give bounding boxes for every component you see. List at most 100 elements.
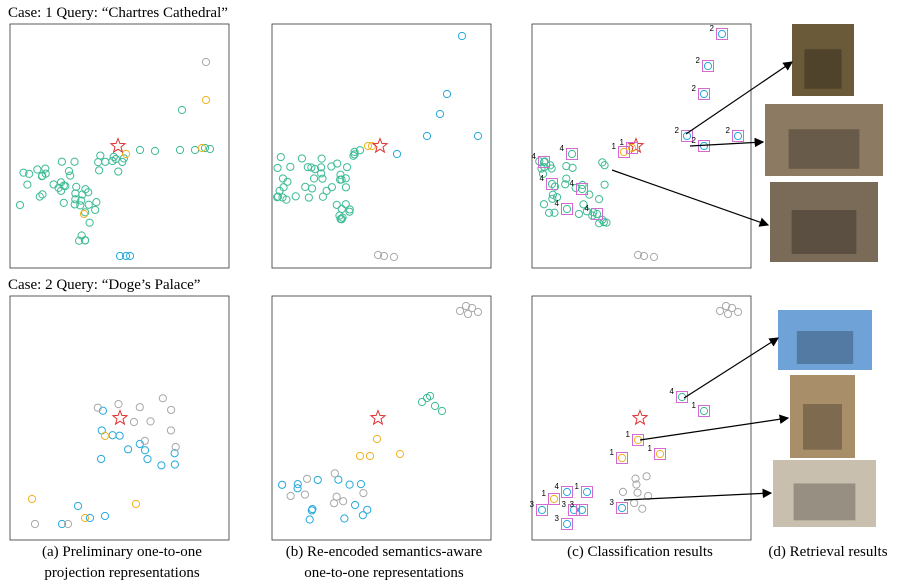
- scatter-panel: [10, 296, 229, 540]
- class-label: 2: [710, 24, 715, 33]
- query-star: [633, 411, 647, 425]
- caption: (d) Retrieval results: [768, 544, 887, 560]
- point: [130, 418, 137, 425]
- point: [28, 495, 35, 502]
- class-label: 4: [540, 174, 545, 183]
- point: [418, 398, 425, 405]
- point: [116, 432, 123, 439]
- point: [301, 491, 308, 498]
- scatter-panel: [272, 24, 491, 268]
- point: [563, 163, 570, 170]
- arrow: [612, 170, 768, 225]
- point: [373, 435, 380, 442]
- query-star: [373, 139, 387, 153]
- point: [101, 432, 108, 439]
- point: [136, 404, 143, 411]
- point: [319, 175, 326, 182]
- point: [563, 205, 570, 212]
- point: [338, 205, 345, 212]
- point: [115, 401, 122, 408]
- arrow: [640, 418, 788, 440]
- point: [474, 308, 481, 315]
- point: [323, 187, 330, 194]
- class-label: 4: [585, 204, 590, 213]
- caption: projection representations: [44, 565, 200, 581]
- point: [158, 462, 165, 469]
- point: [306, 516, 313, 523]
- query-star: [629, 139, 643, 153]
- class-label: 3: [530, 500, 535, 509]
- point: [341, 515, 348, 522]
- point: [540, 201, 547, 208]
- point: [390, 253, 397, 260]
- point: [58, 158, 65, 165]
- point: [360, 490, 367, 497]
- point: [191, 146, 198, 153]
- case-title: Case: 2 Query: “Doge’s Palace”: [8, 277, 200, 293]
- image-shade: [792, 210, 857, 254]
- point: [716, 307, 723, 314]
- point: [302, 183, 309, 190]
- class-label: 4: [555, 482, 560, 491]
- class-label: 4: [555, 199, 560, 208]
- point: [277, 153, 284, 160]
- case-title: Case: 1 Query: “Chartres Cathedral”: [8, 5, 228, 21]
- point: [132, 500, 139, 507]
- point: [631, 499, 638, 506]
- point: [115, 168, 122, 175]
- point: [333, 493, 340, 500]
- point: [102, 158, 109, 165]
- image-shade: [794, 483, 856, 520]
- point: [73, 183, 80, 190]
- point: [538, 506, 545, 513]
- point: [583, 488, 590, 495]
- point: [274, 164, 281, 171]
- point: [279, 481, 286, 488]
- point: [202, 58, 209, 65]
- point: [109, 432, 116, 439]
- point: [144, 455, 151, 462]
- point: [176, 146, 183, 153]
- point: [93, 199, 100, 206]
- point: [618, 504, 625, 511]
- point: [396, 450, 403, 457]
- point: [464, 310, 471, 317]
- class-label: 2: [726, 126, 731, 135]
- caption: one-to-one representations: [304, 565, 464, 581]
- point: [328, 184, 335, 191]
- class-label: 4: [532, 152, 537, 161]
- point: [308, 185, 315, 192]
- point: [92, 206, 99, 213]
- class-label: 1: [575, 482, 580, 491]
- point: [50, 181, 57, 188]
- point: [634, 489, 641, 496]
- panel-frame: [532, 24, 751, 268]
- class-label: 1: [612, 142, 617, 151]
- query-star: [371, 411, 385, 425]
- point: [65, 168, 72, 175]
- point: [438, 407, 445, 414]
- point: [346, 481, 353, 488]
- point: [171, 461, 178, 468]
- caption: (a) Preliminary one-to-one: [42, 544, 202, 560]
- class-label: 3: [570, 500, 575, 509]
- point: [298, 155, 305, 162]
- point: [734, 132, 741, 139]
- point: [351, 501, 358, 508]
- point: [124, 446, 131, 453]
- class-label: 1: [648, 444, 653, 453]
- point: [443, 90, 450, 97]
- point: [16, 201, 23, 208]
- point: [458, 32, 465, 39]
- point: [700, 407, 707, 414]
- class-label: 1: [692, 401, 697, 410]
- point: [147, 418, 154, 425]
- image-shade: [804, 49, 841, 89]
- point: [122, 150, 129, 157]
- point: [136, 146, 143, 153]
- point: [436, 110, 443, 117]
- panel-frame: [10, 296, 229, 540]
- point: [60, 199, 67, 206]
- class-label: 2: [692, 136, 697, 145]
- point: [364, 506, 371, 513]
